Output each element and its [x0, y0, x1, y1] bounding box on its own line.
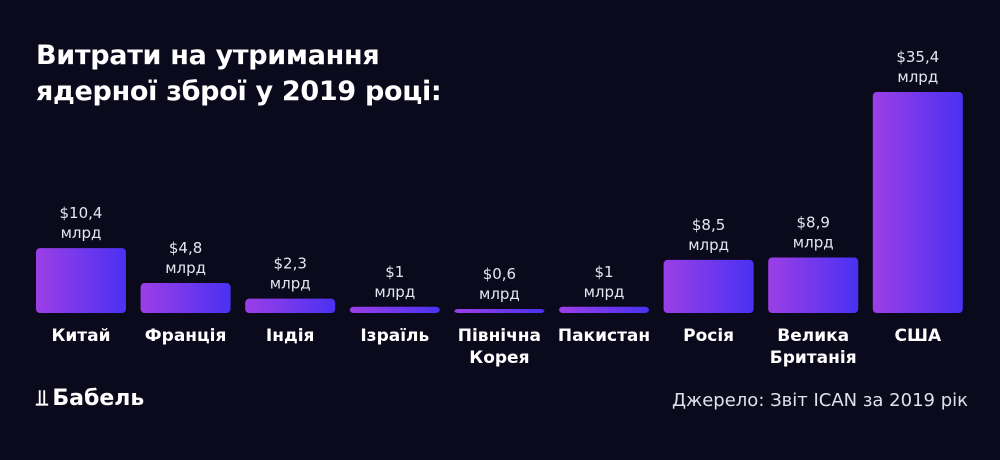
value-label: $2,3 — [273, 255, 306, 273]
bar-7 — [768, 257, 859, 313]
bar-2 — [245, 298, 336, 313]
category-label: Росія — [683, 326, 734, 346]
category-label: Велика — [777, 326, 849, 346]
bar-0 — [36, 248, 126, 313]
title-line-1: Витрати на утримання — [36, 40, 380, 71]
bar-6 — [663, 259, 754, 313]
unit-label: млрд — [270, 275, 311, 293]
bar-5 — [559, 306, 649, 313]
value-label: $35,4 — [896, 48, 939, 66]
unit-label: млрд — [61, 224, 102, 242]
bar-1 — [140, 283, 231, 313]
category-label: Франція — [145, 326, 227, 346]
unit-label: млрд — [165, 259, 206, 277]
value-label: $0,6 — [483, 265, 516, 283]
unit-label: млрд — [374, 283, 415, 301]
unit-label: млрд — [479, 285, 520, 303]
unit-label: млрд — [793, 233, 834, 251]
source-note: Джерело: Звіт ICAN за 2019 рік — [671, 390, 968, 411]
logo-mark-icon: ⫫ — [36, 386, 49, 411]
chart-title: Витрати на утримання ядерної зброї у 201… — [36, 38, 442, 110]
title-line-2: ядерної зброї у 2019 році: — [36, 76, 442, 107]
babel-logo: ⫫ Бабель — [36, 386, 144, 411]
category-label: Індія — [266, 326, 315, 346]
value-label: $1 — [385, 263, 404, 281]
bar-3 — [349, 306, 440, 313]
category-label: Корея — [469, 348, 529, 368]
unit-label: млрд — [688, 236, 729, 254]
category-label: Британія — [770, 348, 857, 368]
value-label: $4,8 — [169, 239, 202, 257]
bar-4 — [454, 309, 545, 313]
category-label: США — [894, 326, 941, 346]
category-label: Китай — [51, 326, 110, 346]
logo-text: Бабель — [52, 386, 145, 411]
unit-label: млрд — [584, 283, 625, 301]
category-label: Північна — [458, 326, 541, 346]
value-label: $8,9 — [796, 213, 829, 231]
value-label: $1 — [594, 263, 613, 281]
bar-8 — [872, 92, 963, 313]
category-label: Пакистан — [558, 326, 650, 346]
value-label: $8,5 — [692, 216, 725, 234]
value-label: $10,4 — [60, 204, 103, 222]
unit-label: млрд — [897, 68, 938, 86]
category-label: Ізраїль — [360, 326, 429, 346]
